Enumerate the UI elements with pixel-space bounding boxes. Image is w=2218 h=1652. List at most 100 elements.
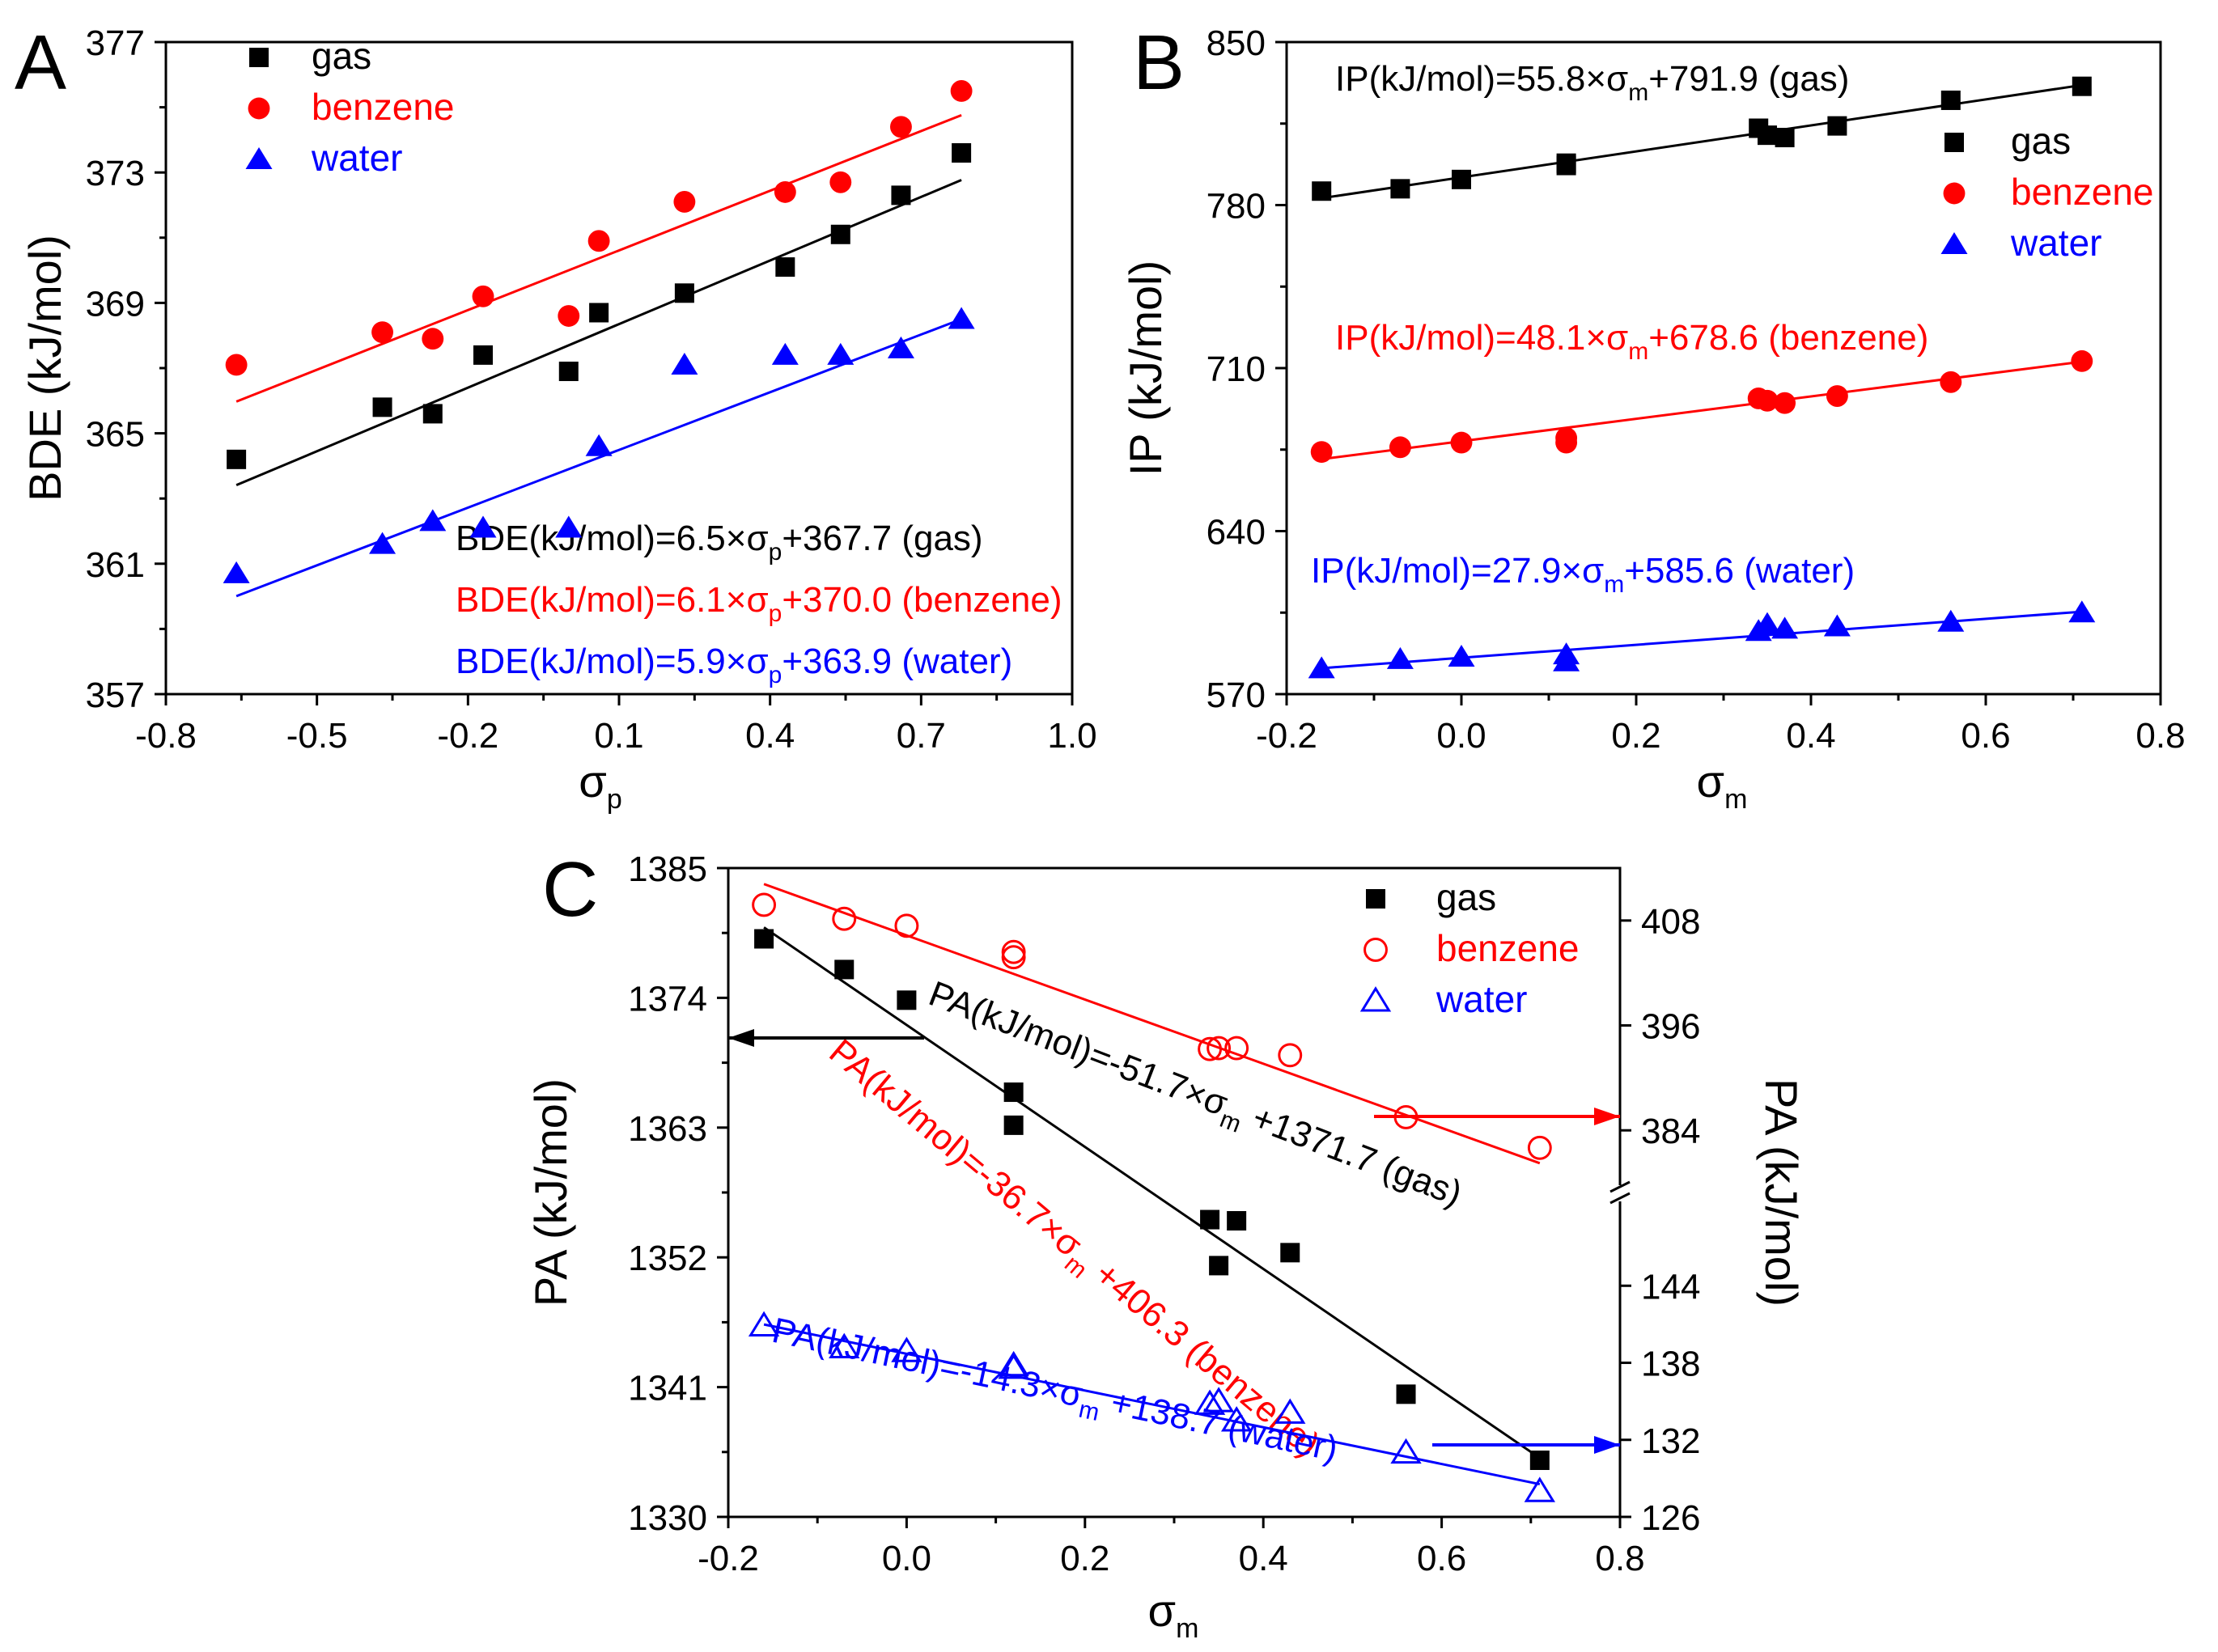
y-tick-label: 361	[86, 545, 145, 585]
series-water: IP(kJ/mol)=27.9×σm+585.6 (water)	[1308, 551, 2096, 679]
arrow-gas-left-axis-head	[728, 1029, 754, 1047]
series-gas: IP(kJ/mol)=55.8×σm+791.9 (gas)	[1312, 59, 2092, 201]
legend-marker-water	[1940, 232, 1968, 254]
y-tick-label: 1330	[628, 1498, 707, 1538]
equation-gas: IP(kJ/mol)=55.8×σm+791.9 (gas)	[1335, 59, 1849, 106]
data-point-gas	[674, 283, 694, 303]
data-point-benzene	[1826, 385, 1848, 407]
series-gas: BDE(kJ/mol)=6.5×σp+367.7 (gas)	[227, 143, 983, 565]
data-point-gas	[830, 224, 850, 244]
right-y-tick-label: 144	[1641, 1267, 1700, 1307]
data-point-benzene	[829, 171, 852, 193]
data-point-benzene	[1555, 426, 1578, 449]
data-point-water	[887, 336, 914, 358]
x-tick-label: 0.7	[897, 716, 946, 756]
data-point-gas	[1827, 116, 1847, 136]
data-point-benzene	[950, 80, 973, 102]
data-point-gas	[1312, 181, 1332, 201]
y-axis-title: BDE (kJ/mol)	[19, 235, 70, 502]
fit-line-benzene	[1321, 360, 2082, 461]
x-tick-label: -0.2	[1256, 716, 1317, 756]
data-point-benzene	[1527, 1135, 1552, 1160]
x-tick-label: -0.2	[698, 1539, 759, 1578]
legend-marker-water	[1359, 986, 1392, 1012]
data-point-benzene	[1224, 1036, 1249, 1061]
data-point-benzene	[1774, 392, 1796, 414]
legend-label-water: water	[1436, 978, 1527, 1020]
data-point-water	[2068, 600, 2096, 623]
x-tick-label: 0.4	[1786, 716, 1835, 756]
data-point-gas	[1280, 1243, 1300, 1263]
y-tick-label: 1374	[628, 979, 707, 1019]
data-point-water	[1220, 1406, 1253, 1432]
x-tick-label: -0.8	[135, 716, 197, 756]
data-point-benzene	[422, 328, 444, 350]
data-point-benzene	[225, 354, 248, 376]
data-point-water	[1448, 644, 1475, 667]
data-point-water	[1308, 656, 1335, 679]
data-point-benzene	[2071, 349, 2093, 372]
y-tick-label: 850	[1207, 23, 1266, 63]
x-tick-label: 0.6	[1961, 716, 2010, 756]
fit-line-water	[235, 318, 962, 598]
fit-line-gas	[763, 926, 1541, 1459]
data-point-benzene	[1001, 945, 1026, 970]
data-point-benzene	[1389, 436, 1411, 459]
chart-panel-b: -0.2 0.0 0.2 0.4 0.6 0.8 570 640 710 780 850 B IP (k…	[1120, 19, 2186, 815]
y-tick-label: 710	[1207, 349, 1266, 389]
data-point-gas	[1940, 90, 1961, 110]
y-tick-label: 570	[1207, 676, 1266, 715]
x-tick-label: 0.4	[745, 716, 795, 756]
data-point-water	[1771, 616, 1799, 639]
x-tick-label: 0.2	[1611, 716, 1660, 756]
series-gas: PA(kJ/mol)=-51.7×σm +1371.7 (gas)	[754, 926, 1550, 1471]
x-tick-label: 0.1	[594, 716, 643, 756]
data-point-benzene	[1940, 371, 1962, 393]
data-point-water	[419, 509, 447, 532]
y-tick-label: 1363	[628, 1109, 707, 1149]
data-point-benzene	[371, 321, 393, 344]
data-point-gas	[1390, 179, 1410, 199]
data-point-benzene	[752, 892, 777, 917]
data-point-water	[1937, 609, 1965, 632]
data-point-benzene	[1278, 1043, 1303, 1068]
x-tick-label: 0.8	[1595, 1539, 1644, 1578]
arrow-water-right-axis-head	[1594, 1436, 1620, 1454]
x-tick-label: 0.0	[1436, 716, 1486, 756]
data-point-water	[771, 342, 799, 365]
fit-line-water	[1321, 610, 2082, 670]
right-y-tick-label: 126	[1641, 1498, 1700, 1538]
y-axis-title: PA (kJ/mol)	[525, 1078, 576, 1307]
legend-label-gas: gas	[2011, 120, 2071, 162]
data-point-gas	[1556, 153, 1576, 173]
data-point-benzene	[472, 285, 494, 307]
x-tick-label: 0.2	[1060, 1539, 1109, 1578]
data-point-gas	[775, 257, 795, 277]
x-axis-title: σm	[1697, 756, 1748, 815]
data-point-gas	[422, 404, 443, 424]
data-point-gas	[1529, 1451, 1550, 1471]
data-point-water	[1524, 1476, 1555, 1502]
data-point-benzene	[1310, 441, 1333, 464]
data-point-gas	[1396, 1384, 1416, 1404]
data-point-gas	[2072, 76, 2092, 96]
legend-marker-benzene	[248, 97, 270, 120]
data-point-gas	[1227, 1210, 1247, 1231]
right-y-tick-label: 132	[1641, 1421, 1700, 1461]
data-point-water	[998, 1353, 1029, 1379]
data-point-gas	[1200, 1209, 1220, 1230]
right-y-axis-title: PA (kJ/mol)	[1756, 1078, 1807, 1307]
data-point-water	[1386, 646, 1414, 669]
data-point-water	[829, 1332, 860, 1358]
data-point-water	[555, 515, 583, 538]
y-tick-label: 1341	[628, 1369, 707, 1408]
y-tick-label: 365	[86, 415, 145, 455]
data-point-gas	[589, 303, 609, 323]
data-point-benzene	[1207, 1036, 1232, 1061]
x-tick-label: 0.6	[1417, 1539, 1466, 1578]
data-point-gas	[952, 143, 972, 163]
data-point-water	[585, 434, 613, 456]
x-tick-label: 0.4	[1239, 1539, 1288, 1578]
x-tick-label: 0.0	[882, 1539, 931, 1578]
